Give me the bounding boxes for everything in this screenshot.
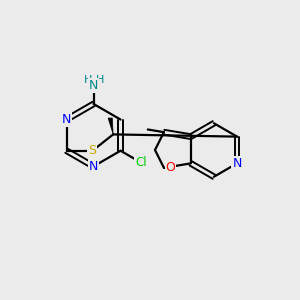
Text: Cl: Cl xyxy=(135,156,147,169)
Text: N: N xyxy=(62,113,71,126)
Text: N: N xyxy=(89,79,98,92)
Text: H: H xyxy=(84,75,92,85)
Text: O: O xyxy=(166,161,176,174)
Text: S: S xyxy=(88,144,96,157)
Text: N: N xyxy=(89,160,98,173)
Text: N: N xyxy=(232,157,242,170)
Polygon shape xyxy=(108,118,113,134)
Text: H: H xyxy=(96,75,104,85)
